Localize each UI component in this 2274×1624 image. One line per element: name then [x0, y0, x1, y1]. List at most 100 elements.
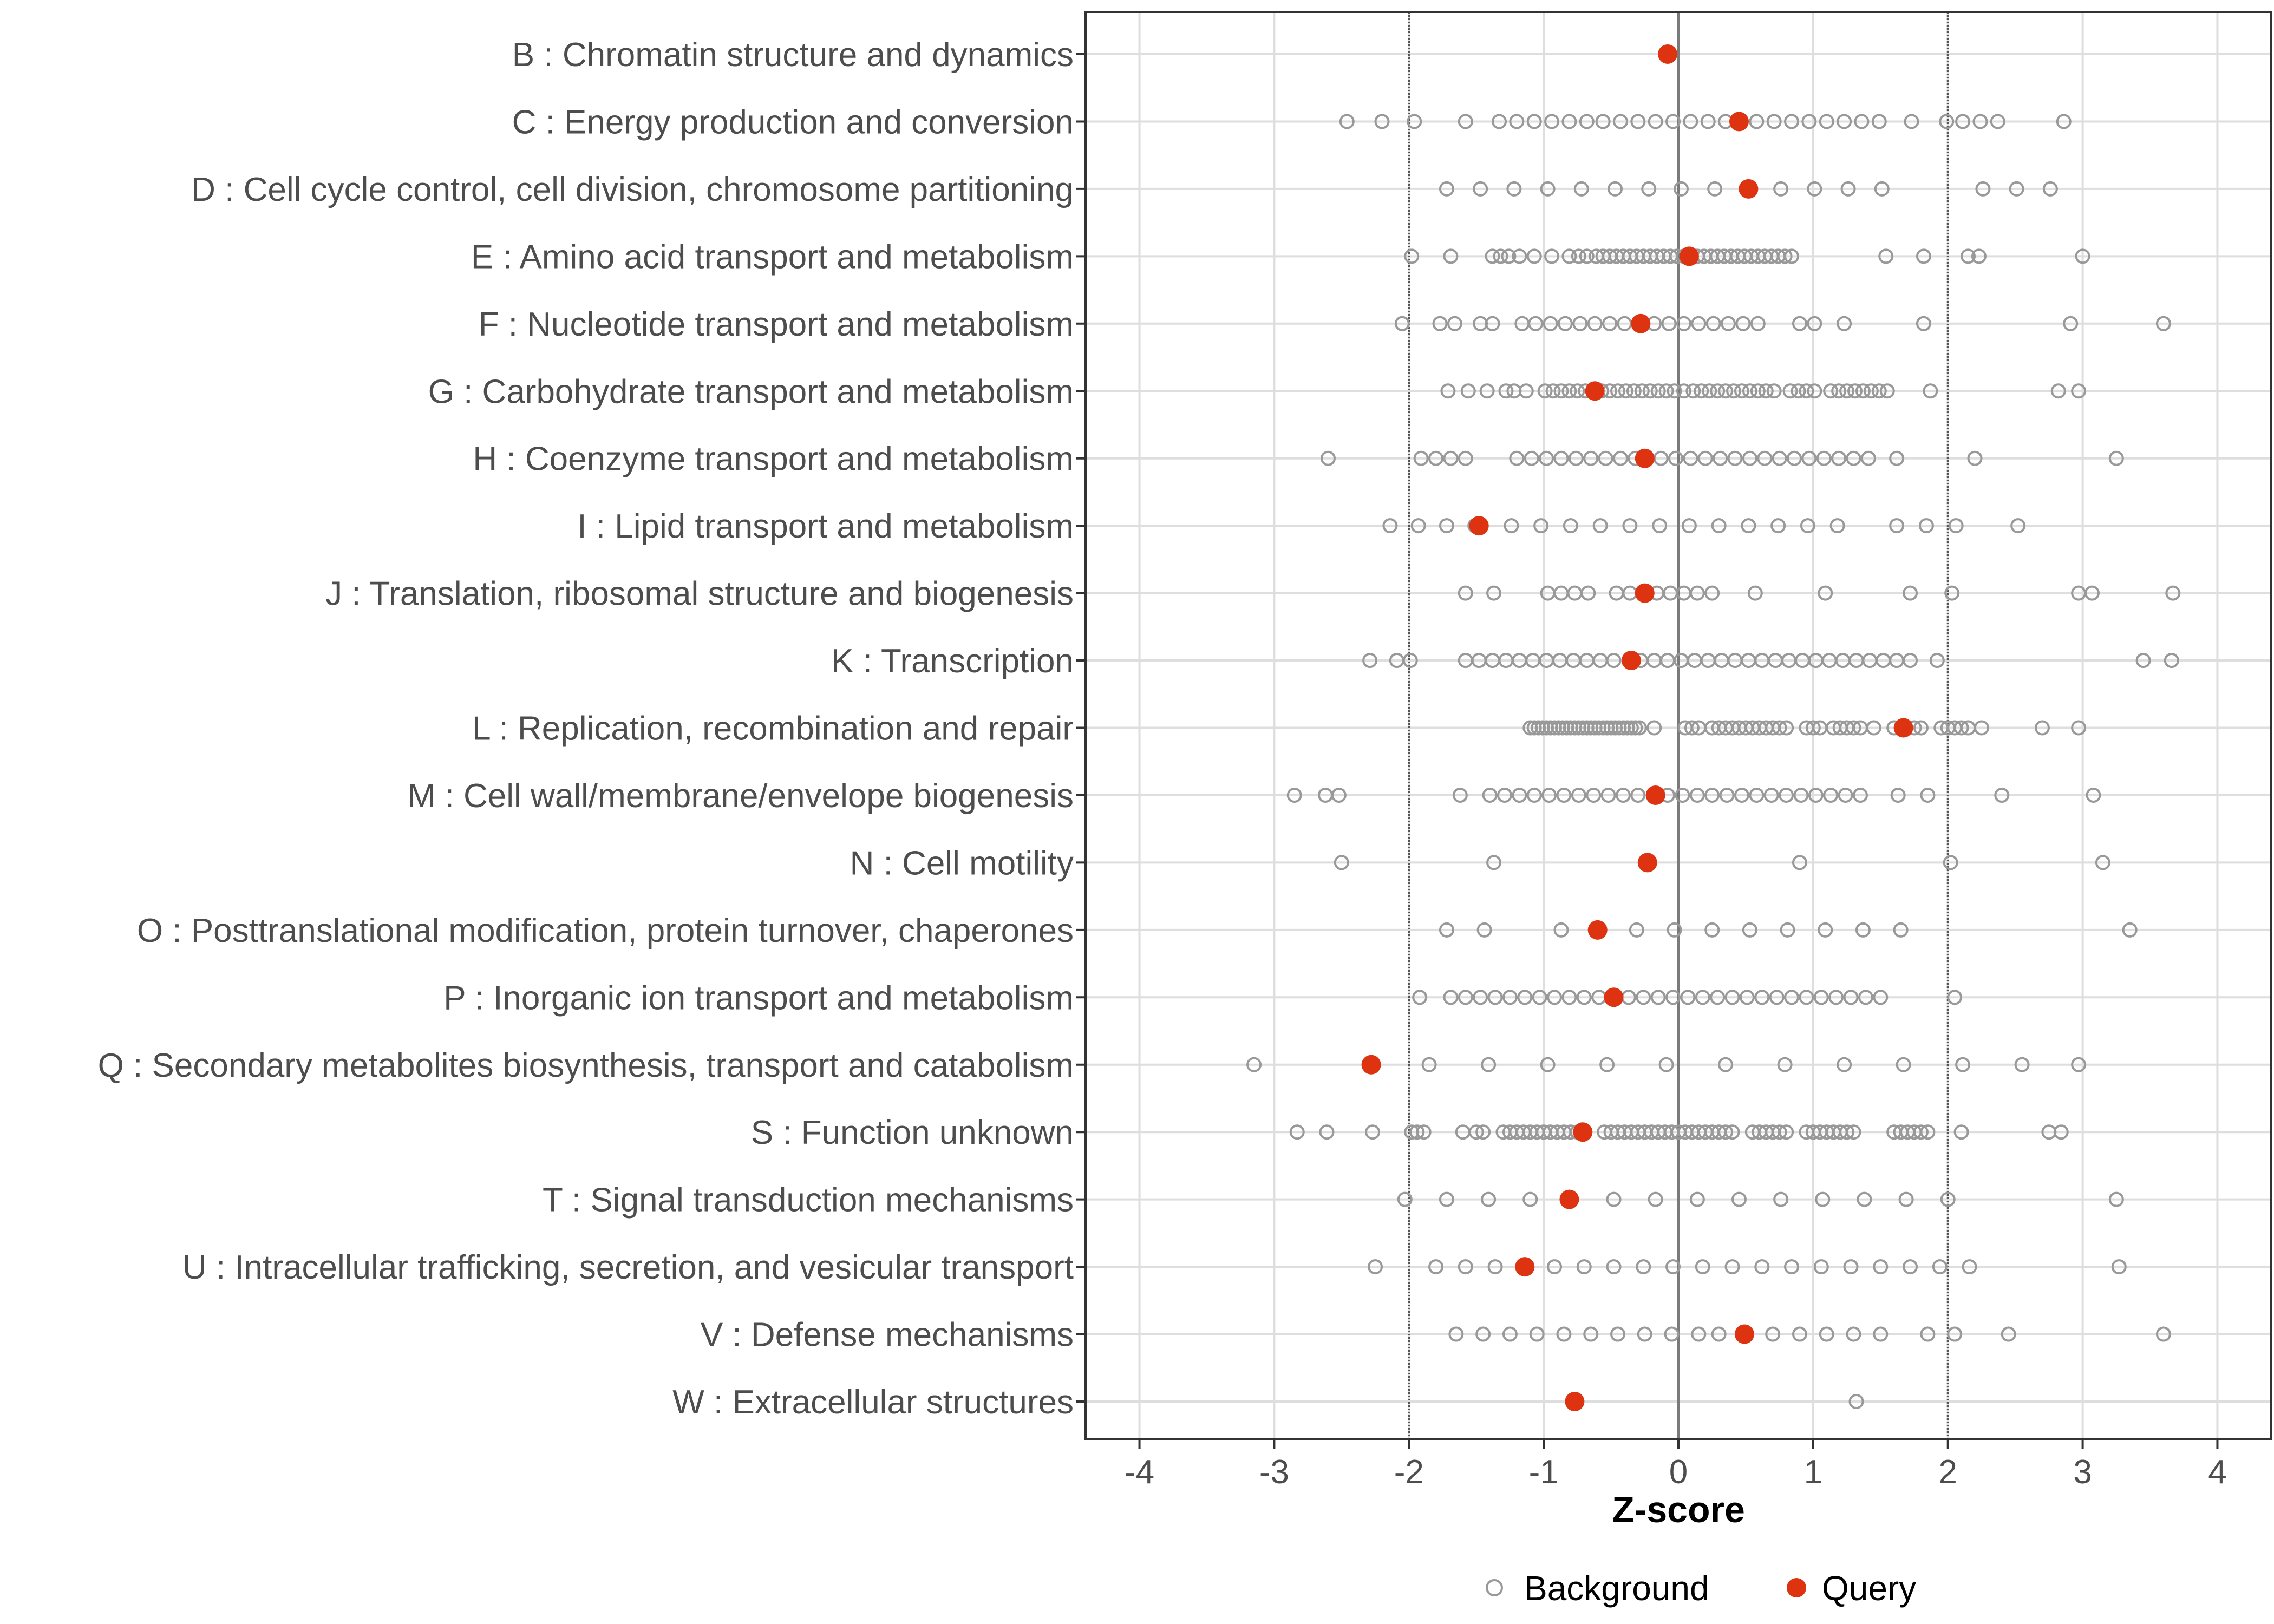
- background-point: [1618, 383, 1633, 399]
- background-point: [1839, 383, 1855, 399]
- background-point: [1286, 787, 1302, 803]
- background-point: [1675, 787, 1690, 803]
- background-point: [1458, 450, 1473, 466]
- background-point: [1840, 181, 1856, 197]
- background-point: [1944, 585, 1960, 601]
- background-point: [1691, 1326, 1707, 1342]
- background-point: [1700, 114, 1716, 129]
- background-point: [1742, 450, 1757, 466]
- background-point: [1652, 518, 1668, 534]
- background-point: [1580, 585, 1596, 601]
- background-point: [1522, 1191, 1538, 1207]
- background-point: [1903, 585, 1918, 601]
- background-point: [1610, 383, 1626, 399]
- background-point: [1539, 450, 1554, 466]
- category-label: D : Cell cycle control, cell division, c…: [191, 171, 1074, 208]
- background-point: [2135, 653, 2151, 669]
- background-point: [1749, 114, 1765, 129]
- x-tick-label: 4: [2208, 1453, 2226, 1491]
- background-point: [1706, 316, 1721, 331]
- background-point: [1685, 383, 1701, 399]
- background-point: [1920, 1124, 1936, 1140]
- x-tick-label: 2: [1938, 1453, 1957, 1491]
- background-point: [1695, 1259, 1710, 1275]
- category-label: I : Lipid transport and metabolism: [577, 508, 1074, 545]
- legend-query-marker: [1787, 1578, 1806, 1597]
- background-point: [1576, 1259, 1592, 1275]
- background-point: [1813, 990, 1829, 1005]
- background-point: [1661, 316, 1677, 331]
- background-point: [1608, 181, 1623, 197]
- x-tick-label: 3: [2073, 1453, 2092, 1491]
- background-point: [1629, 922, 1644, 938]
- background-point: [1799, 990, 1814, 1005]
- background-point: [1650, 383, 1666, 399]
- background-point: [2014, 1057, 2030, 1072]
- background-point: [1702, 383, 1717, 399]
- background-point: [1602, 316, 1618, 331]
- background-point: [1793, 787, 1809, 803]
- background-point: [1458, 114, 1473, 129]
- background-point: [1540, 1057, 1556, 1072]
- background-point: [1320, 450, 1336, 466]
- background-point: [1837, 114, 1852, 129]
- background-point: [2164, 653, 2179, 669]
- background-point: [1801, 450, 1817, 466]
- background-point: [1863, 383, 1879, 399]
- background-point: [1382, 518, 1398, 534]
- background-point: [1553, 450, 1569, 466]
- background-point: [1800, 518, 1815, 534]
- background-point: [1498, 383, 1514, 399]
- background-point: [1443, 990, 1459, 1005]
- background-point: [1837, 316, 1852, 331]
- background-point: [2071, 720, 2087, 736]
- background-point: [1319, 1124, 1335, 1140]
- background-point: [1683, 114, 1698, 129]
- background-point: [1818, 585, 1833, 601]
- background-point: [2034, 720, 2050, 736]
- category-label: F : Nucleotide transport and metabolism: [479, 306, 1074, 343]
- background-point: [1526, 114, 1542, 129]
- x-tick-label: -4: [1125, 1453, 1154, 1491]
- background-point: [1750, 316, 1766, 331]
- background-point: [1532, 990, 1547, 1005]
- background-point: [2108, 450, 2124, 466]
- background-point: [1707, 181, 1723, 197]
- background-point: [2084, 585, 2100, 601]
- background-point: [1792, 855, 1807, 870]
- background-point: [1689, 585, 1705, 601]
- background-point: [1528, 316, 1544, 331]
- background-point: [1572, 316, 1588, 331]
- background-point: [1846, 1124, 1861, 1140]
- background-point: [1631, 720, 1647, 736]
- background-point: [2108, 1191, 2124, 1207]
- background-point: [1553, 922, 1569, 938]
- background-point: [1439, 922, 1454, 938]
- background-point: [1763, 787, 1779, 803]
- background-point: [2071, 383, 2087, 399]
- background-point: [1955, 1057, 1971, 1072]
- background-point: [2010, 518, 2026, 534]
- background-point: [1468, 1124, 1484, 1140]
- background-point: [1680, 990, 1696, 1005]
- category-label: V : Defense mechanisms: [701, 1317, 1074, 1354]
- background-point: [1598, 450, 1613, 466]
- background-point: [1409, 1124, 1425, 1140]
- query-point: [1565, 1392, 1585, 1411]
- background-point: [1606, 1259, 1622, 1275]
- background-point: [1932, 1259, 1948, 1275]
- background-point: [1487, 990, 1503, 1005]
- background-point: [1784, 248, 1800, 264]
- background-point: [1711, 1326, 1727, 1342]
- background-point: [1648, 1191, 1663, 1207]
- background-point: [1561, 990, 1577, 1005]
- background-point: [1823, 787, 1839, 803]
- query-point: [1635, 448, 1655, 468]
- background-point: [1667, 383, 1682, 399]
- background-point: [1893, 922, 1909, 938]
- background-point: [1533, 518, 1549, 534]
- background-point: [1587, 316, 1603, 331]
- background-point: [1571, 787, 1586, 803]
- background-point: [1772, 450, 1787, 466]
- background-point: [1704, 585, 1720, 601]
